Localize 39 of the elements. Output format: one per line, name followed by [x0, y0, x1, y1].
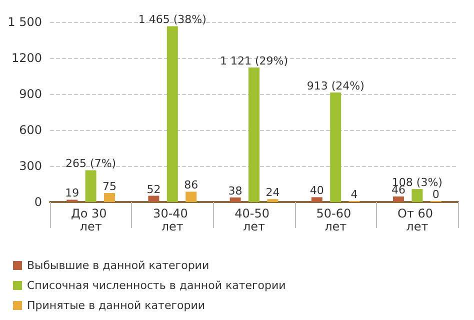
- data-label: 1 465 (38%): [138, 13, 206, 26]
- bar: [85, 170, 96, 202]
- bar: [267, 199, 278, 202]
- bar: [248, 67, 260, 202]
- y-tick-label: 1200: [11, 51, 42, 65]
- data-label: 265 (7%): [66, 157, 116, 170]
- bar: [393, 196, 404, 202]
- data-label: 19: [65, 186, 80, 200]
- bar: [186, 192, 197, 202]
- x-tick-label: 40-50 лет: [234, 206, 274, 234]
- bar: [330, 92, 342, 202]
- y-tick-label: 900: [19, 87, 42, 101]
- data-label: 913 (24%): [306, 79, 364, 92]
- bar: [230, 197, 241, 202]
- data-label: 1 121 (29%): [220, 54, 288, 68]
- bar: [311, 197, 322, 202]
- data-label: 38: [228, 184, 242, 198]
- x-tick-label: От 60 лет: [398, 206, 437, 234]
- y-tick-label: 300: [19, 159, 42, 173]
- x-tick-label: 50-60 лет: [316, 206, 355, 234]
- data-label: 40: [310, 184, 324, 198]
- data-label: 52: [146, 182, 161, 196]
- x-tick-label: До 30 лет: [70, 206, 111, 234]
- data-label: 24: [266, 186, 280, 200]
- legend-label: Принятые в данной категории: [27, 299, 206, 312]
- data-label: 0: [432, 188, 440, 201]
- legend-label: Списочная численность в данной категории: [27, 279, 286, 292]
- y-tick-label: 0: [34, 195, 42, 209]
- y-tick-label: 1 500: [8, 15, 42, 29]
- data-label: 4: [350, 188, 358, 201]
- bar: [412, 189, 423, 202]
- bar: [148, 196, 160, 202]
- bar: [104, 193, 115, 202]
- data-label: 86: [184, 178, 198, 192]
- legend-label: Выбывшие в данной категории: [27, 259, 210, 272]
- y-tick-label: 600: [19, 123, 42, 137]
- data-label: 75: [102, 180, 116, 193]
- bar: [166, 26, 178, 202]
- x-tick-label: 30-40 лет: [153, 206, 192, 234]
